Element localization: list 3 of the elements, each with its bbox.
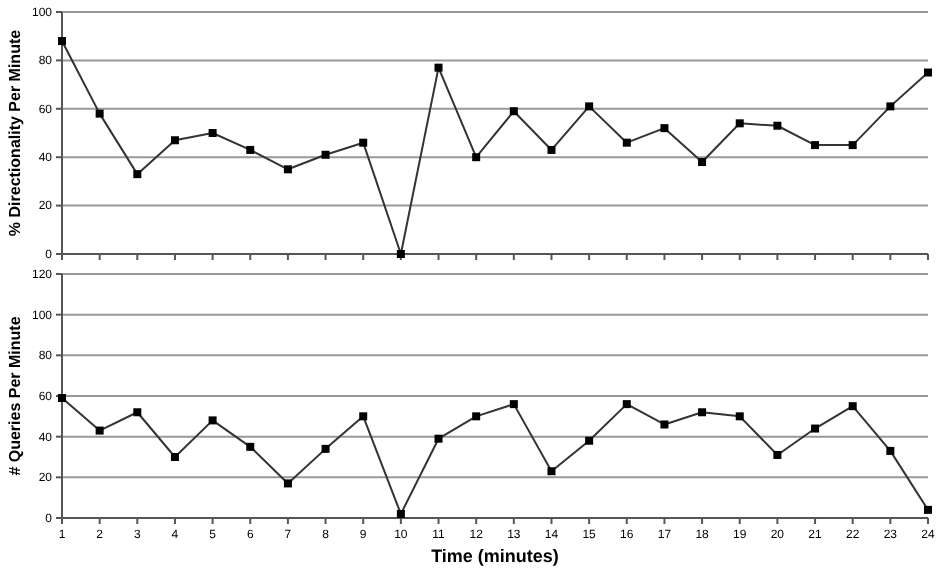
x-axis-title: Time (minutes) xyxy=(431,546,559,566)
y-axis-title: # Queries Per Minute xyxy=(6,315,24,476)
y-axis-title: % Directionality Per Minute xyxy=(6,28,24,237)
